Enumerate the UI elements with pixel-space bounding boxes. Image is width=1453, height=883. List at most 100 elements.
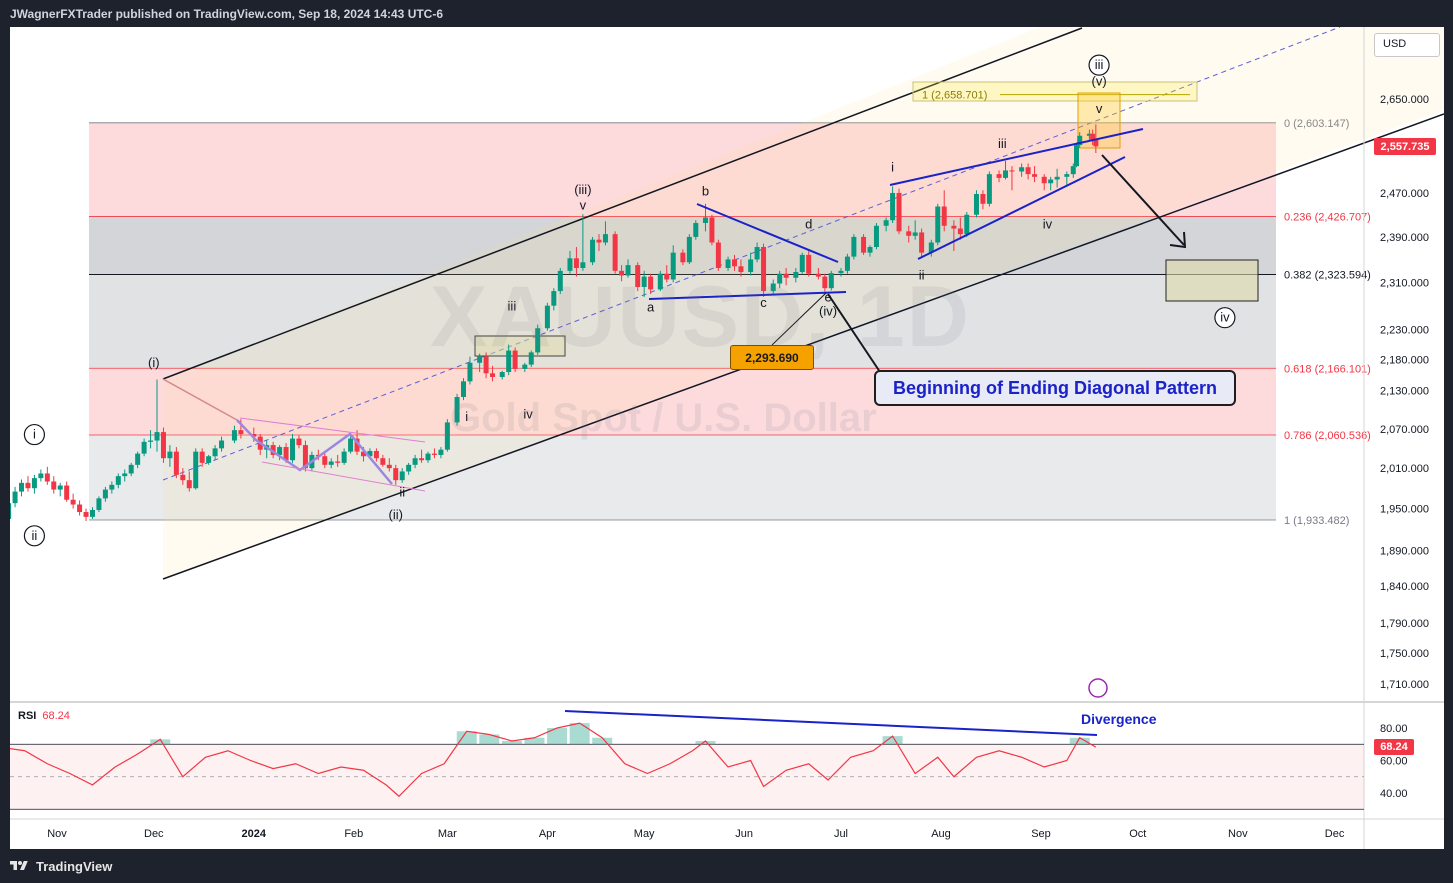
candle-body <box>302 445 308 469</box>
candle-body <box>193 451 199 489</box>
candle-body <box>1064 174 1070 177</box>
candle-body <box>290 438 296 461</box>
time-axis-tick: Dec <box>144 828 164 840</box>
rsi-value: 68.24 <box>42 710 70 722</box>
time-axis-tick: Aug <box>931 828 951 840</box>
rsi-value-tag: 68.24 <box>1374 739 1414 755</box>
candle-body <box>793 272 799 278</box>
candle-body <box>957 228 963 235</box>
wave-label: ii <box>399 484 405 499</box>
candle-body <box>738 266 744 273</box>
candle-body <box>973 194 979 215</box>
candle-body <box>115 476 121 485</box>
rsi-label: RSI <box>18 710 37 722</box>
candle-body <box>109 484 115 490</box>
currency-button[interactable]: USD <box>1374 33 1440 57</box>
channel-fill <box>163 27 1444 579</box>
candle-body <box>625 265 631 276</box>
candle-body <box>238 430 244 435</box>
candle-body <box>186 480 192 489</box>
candle-body <box>986 174 992 204</box>
candle-body <box>148 440 154 442</box>
triangle-upper-line <box>696 203 839 263</box>
candle-body <box>664 273 670 280</box>
wave-label: (iii) <box>574 182 591 197</box>
callout-pointer-line <box>827 293 881 373</box>
candle-body <box>219 440 225 449</box>
candle-body <box>551 291 557 306</box>
wave-label: iii <box>1095 57 1104 72</box>
candle-body <box>951 225 957 229</box>
candle-body <box>1041 176 1047 184</box>
fib-level-label: 0.786 (2,060.536) <box>1284 430 1371 442</box>
price-tag-pointer-line <box>771 292 827 346</box>
candle-body <box>167 451 173 459</box>
candle-body <box>57 485 63 490</box>
price-axis-tick: 1,950.000 <box>1380 504 1429 516</box>
fib-extension-box <box>912 81 1198 102</box>
candle-body <box>770 283 776 292</box>
chart-frame[interactable]: 0 (2,603.147) 0.236 (2,426.707) 0.382 (2,3… <box>10 27 1444 849</box>
candle-body <box>1073 145 1079 167</box>
wave-label: ii <box>919 267 925 282</box>
watermark-symbol: XAUUSD, 1D <box>430 269 971 365</box>
candle-body <box>732 259 738 267</box>
candle-body <box>128 464 134 474</box>
footer-brand-label: TradingView <box>36 858 113 874</box>
rsi-overbought-fill <box>479 734 500 745</box>
candle-body <box>51 481 57 490</box>
rsi-legend[interactable]: RSI 68.24 <box>18 710 70 722</box>
price-axis-tick: 1,840.000 <box>1380 581 1429 593</box>
candle-body <box>386 464 392 469</box>
candle-body <box>348 438 354 452</box>
price-axis-tick: 2,130.000 <box>1380 386 1429 398</box>
candle-body <box>373 450 379 459</box>
candle-body <box>506 350 512 373</box>
time-axis-tick: Sep <box>1031 828 1051 840</box>
footer-brand[interactable]: TradingView <box>8 856 112 876</box>
wave-label: iii <box>998 136 1007 151</box>
wave-label: iii <box>508 298 517 313</box>
candle-body <box>393 468 399 481</box>
price-axis-tick: 2,650.000 <box>1380 94 1429 106</box>
rsi-overbought-fill <box>882 736 903 745</box>
candle-body <box>38 473 44 479</box>
price-chart[interactable]: 0 (2,603.147) 0.236 (2,426.707) 0.382 (2,3… <box>10 27 1444 849</box>
candle-body <box>670 252 676 280</box>
candle-body <box>754 246 760 260</box>
candle-body <box>180 474 186 481</box>
candle-body <box>1019 167 1025 172</box>
candle-body <box>567 258 573 271</box>
candle-body <box>635 265 641 288</box>
candle-body <box>135 453 141 465</box>
candle-body <box>212 448 218 457</box>
target-zone-box <box>1165 259 1259 302</box>
wave-label: (ii) <box>389 507 403 522</box>
candle-body <box>10 503 12 519</box>
candle-body <box>844 256 850 271</box>
price-annotation-tag: 2,293.690 <box>730 345 814 370</box>
candle-body <box>883 220 889 226</box>
wave-label: d <box>805 217 812 232</box>
candle-body <box>406 464 412 472</box>
candle-body <box>499 372 505 377</box>
candle-body <box>328 461 334 465</box>
time-axis-tick: Dec <box>1325 828 1345 840</box>
candle-body <box>996 174 1002 178</box>
candle-body <box>25 482 31 489</box>
wave-label: v <box>1096 101 1103 116</box>
candle-body <box>693 223 699 237</box>
channel-upper-line <box>162 27 1083 380</box>
candle-body <box>467 362 473 382</box>
candle-body <box>612 234 618 271</box>
wave-label: ii <box>32 528 38 543</box>
candle-body <box>283 447 289 461</box>
fib-level-label: 0.382 (2,323.594) <box>1284 270 1371 282</box>
time-axis-tick: Jun <box>735 828 753 840</box>
rsi-overbought-fill <box>569 723 590 745</box>
candle-body <box>77 504 83 513</box>
candle-body <box>715 242 721 268</box>
candle-body <box>528 352 534 365</box>
candle-body <box>444 422 450 450</box>
candle-body <box>206 456 212 463</box>
